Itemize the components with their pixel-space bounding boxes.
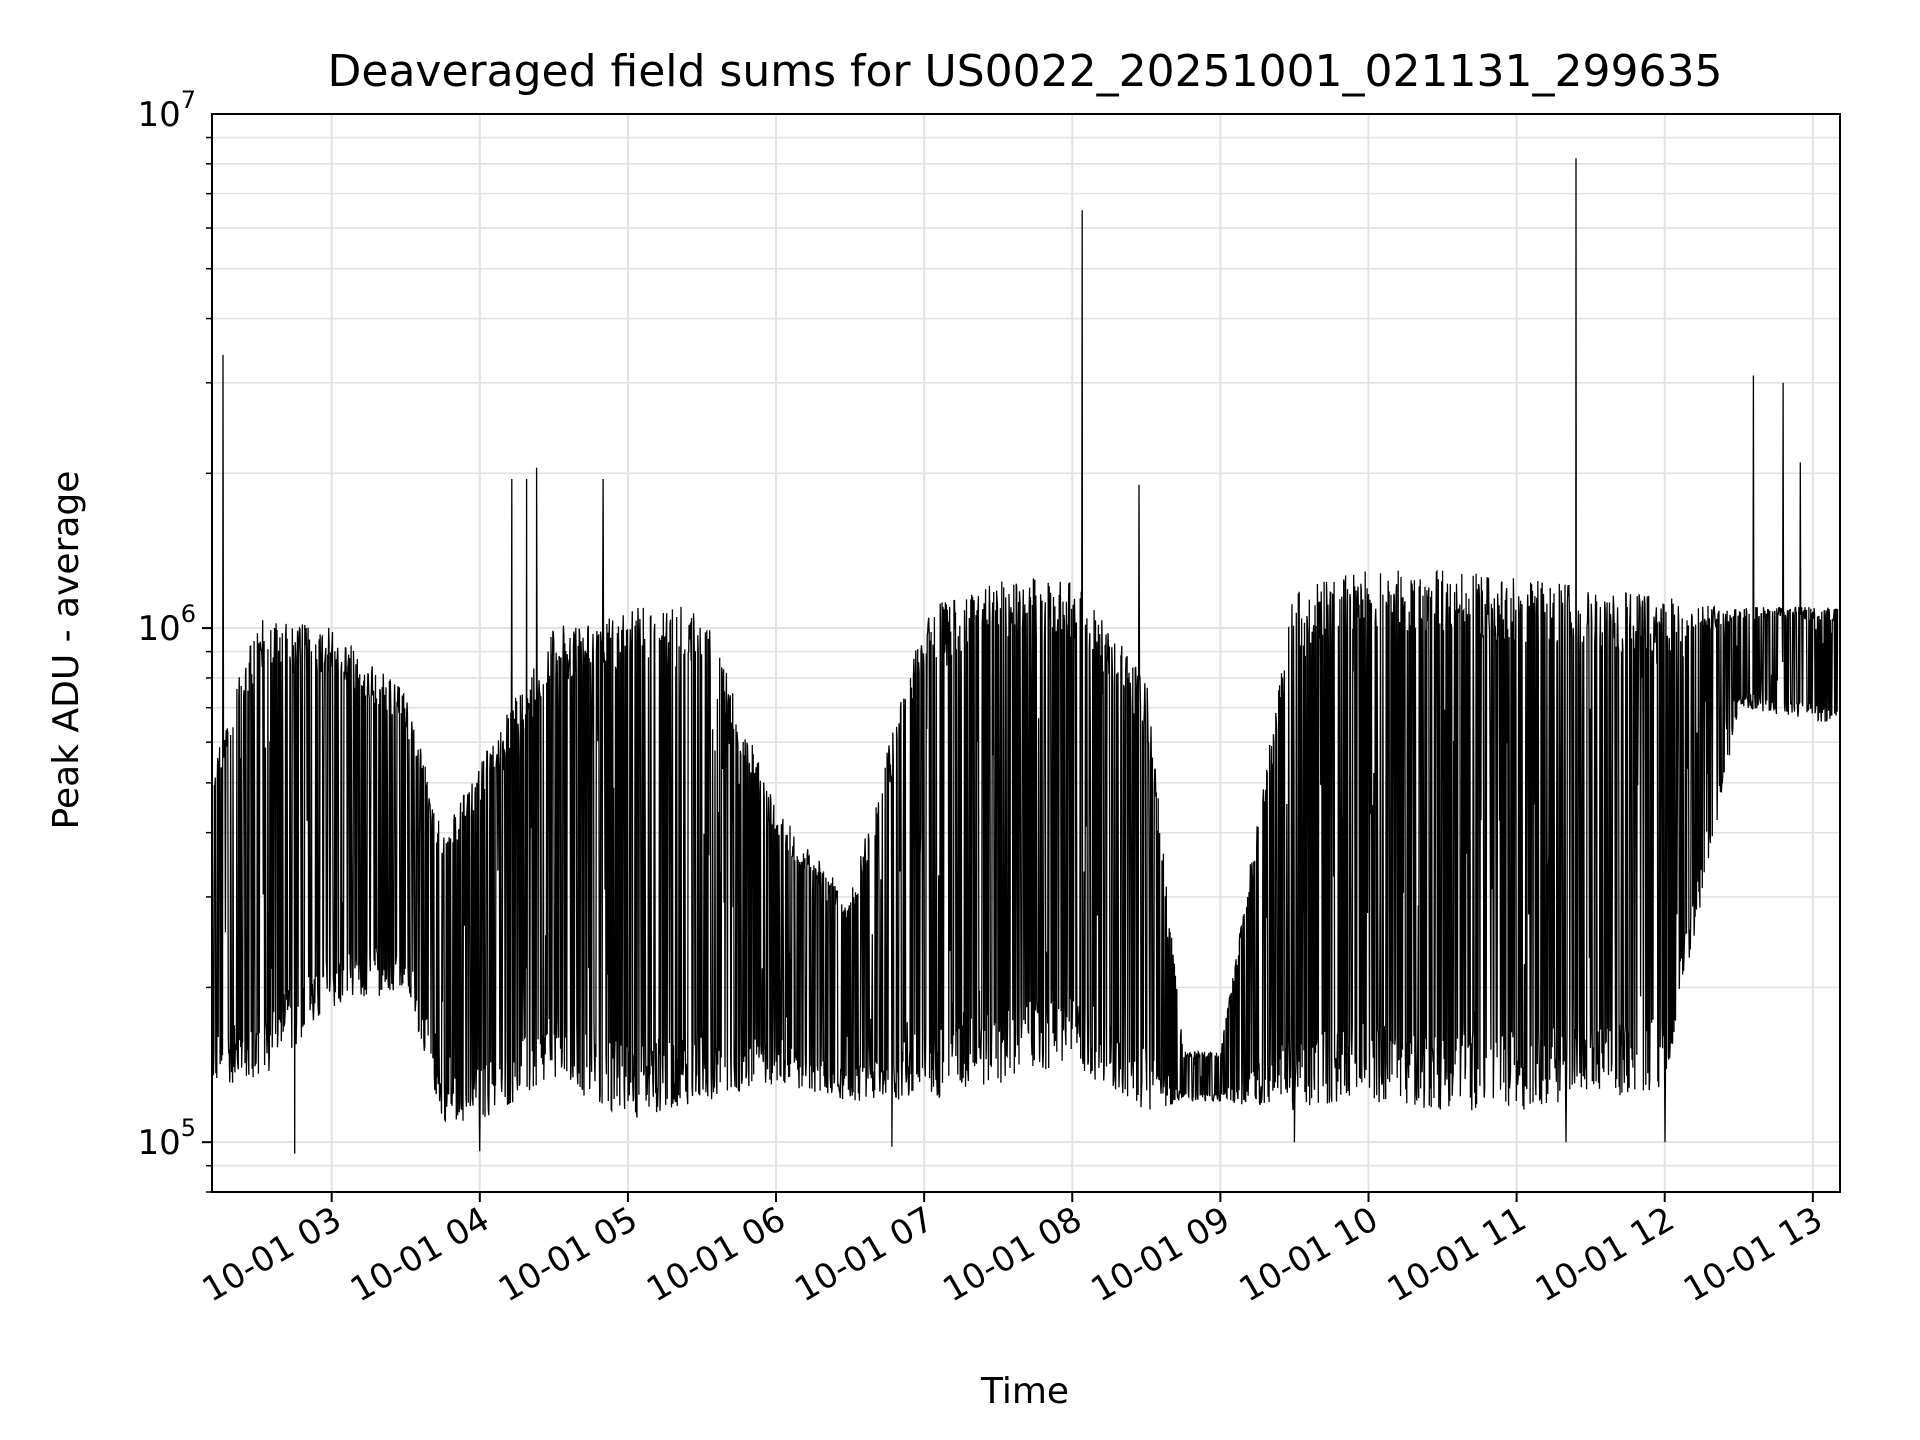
plot-frame [211,113,1841,1193]
series-path [211,158,1839,1154]
series-line [211,158,1839,1154]
y-axis: 105 106 107 [137,86,212,1193]
y-tick-label: 105 [137,1114,196,1163]
y-tick-label: 107 [137,86,196,135]
y-axis-label: Peak ADU - average [46,471,87,830]
chart-title: Deaveraged field sums for US0022_2025100… [328,46,1723,97]
x-axis-label: Time [980,1371,1069,1412]
y-tick-label: 106 [137,600,196,649]
